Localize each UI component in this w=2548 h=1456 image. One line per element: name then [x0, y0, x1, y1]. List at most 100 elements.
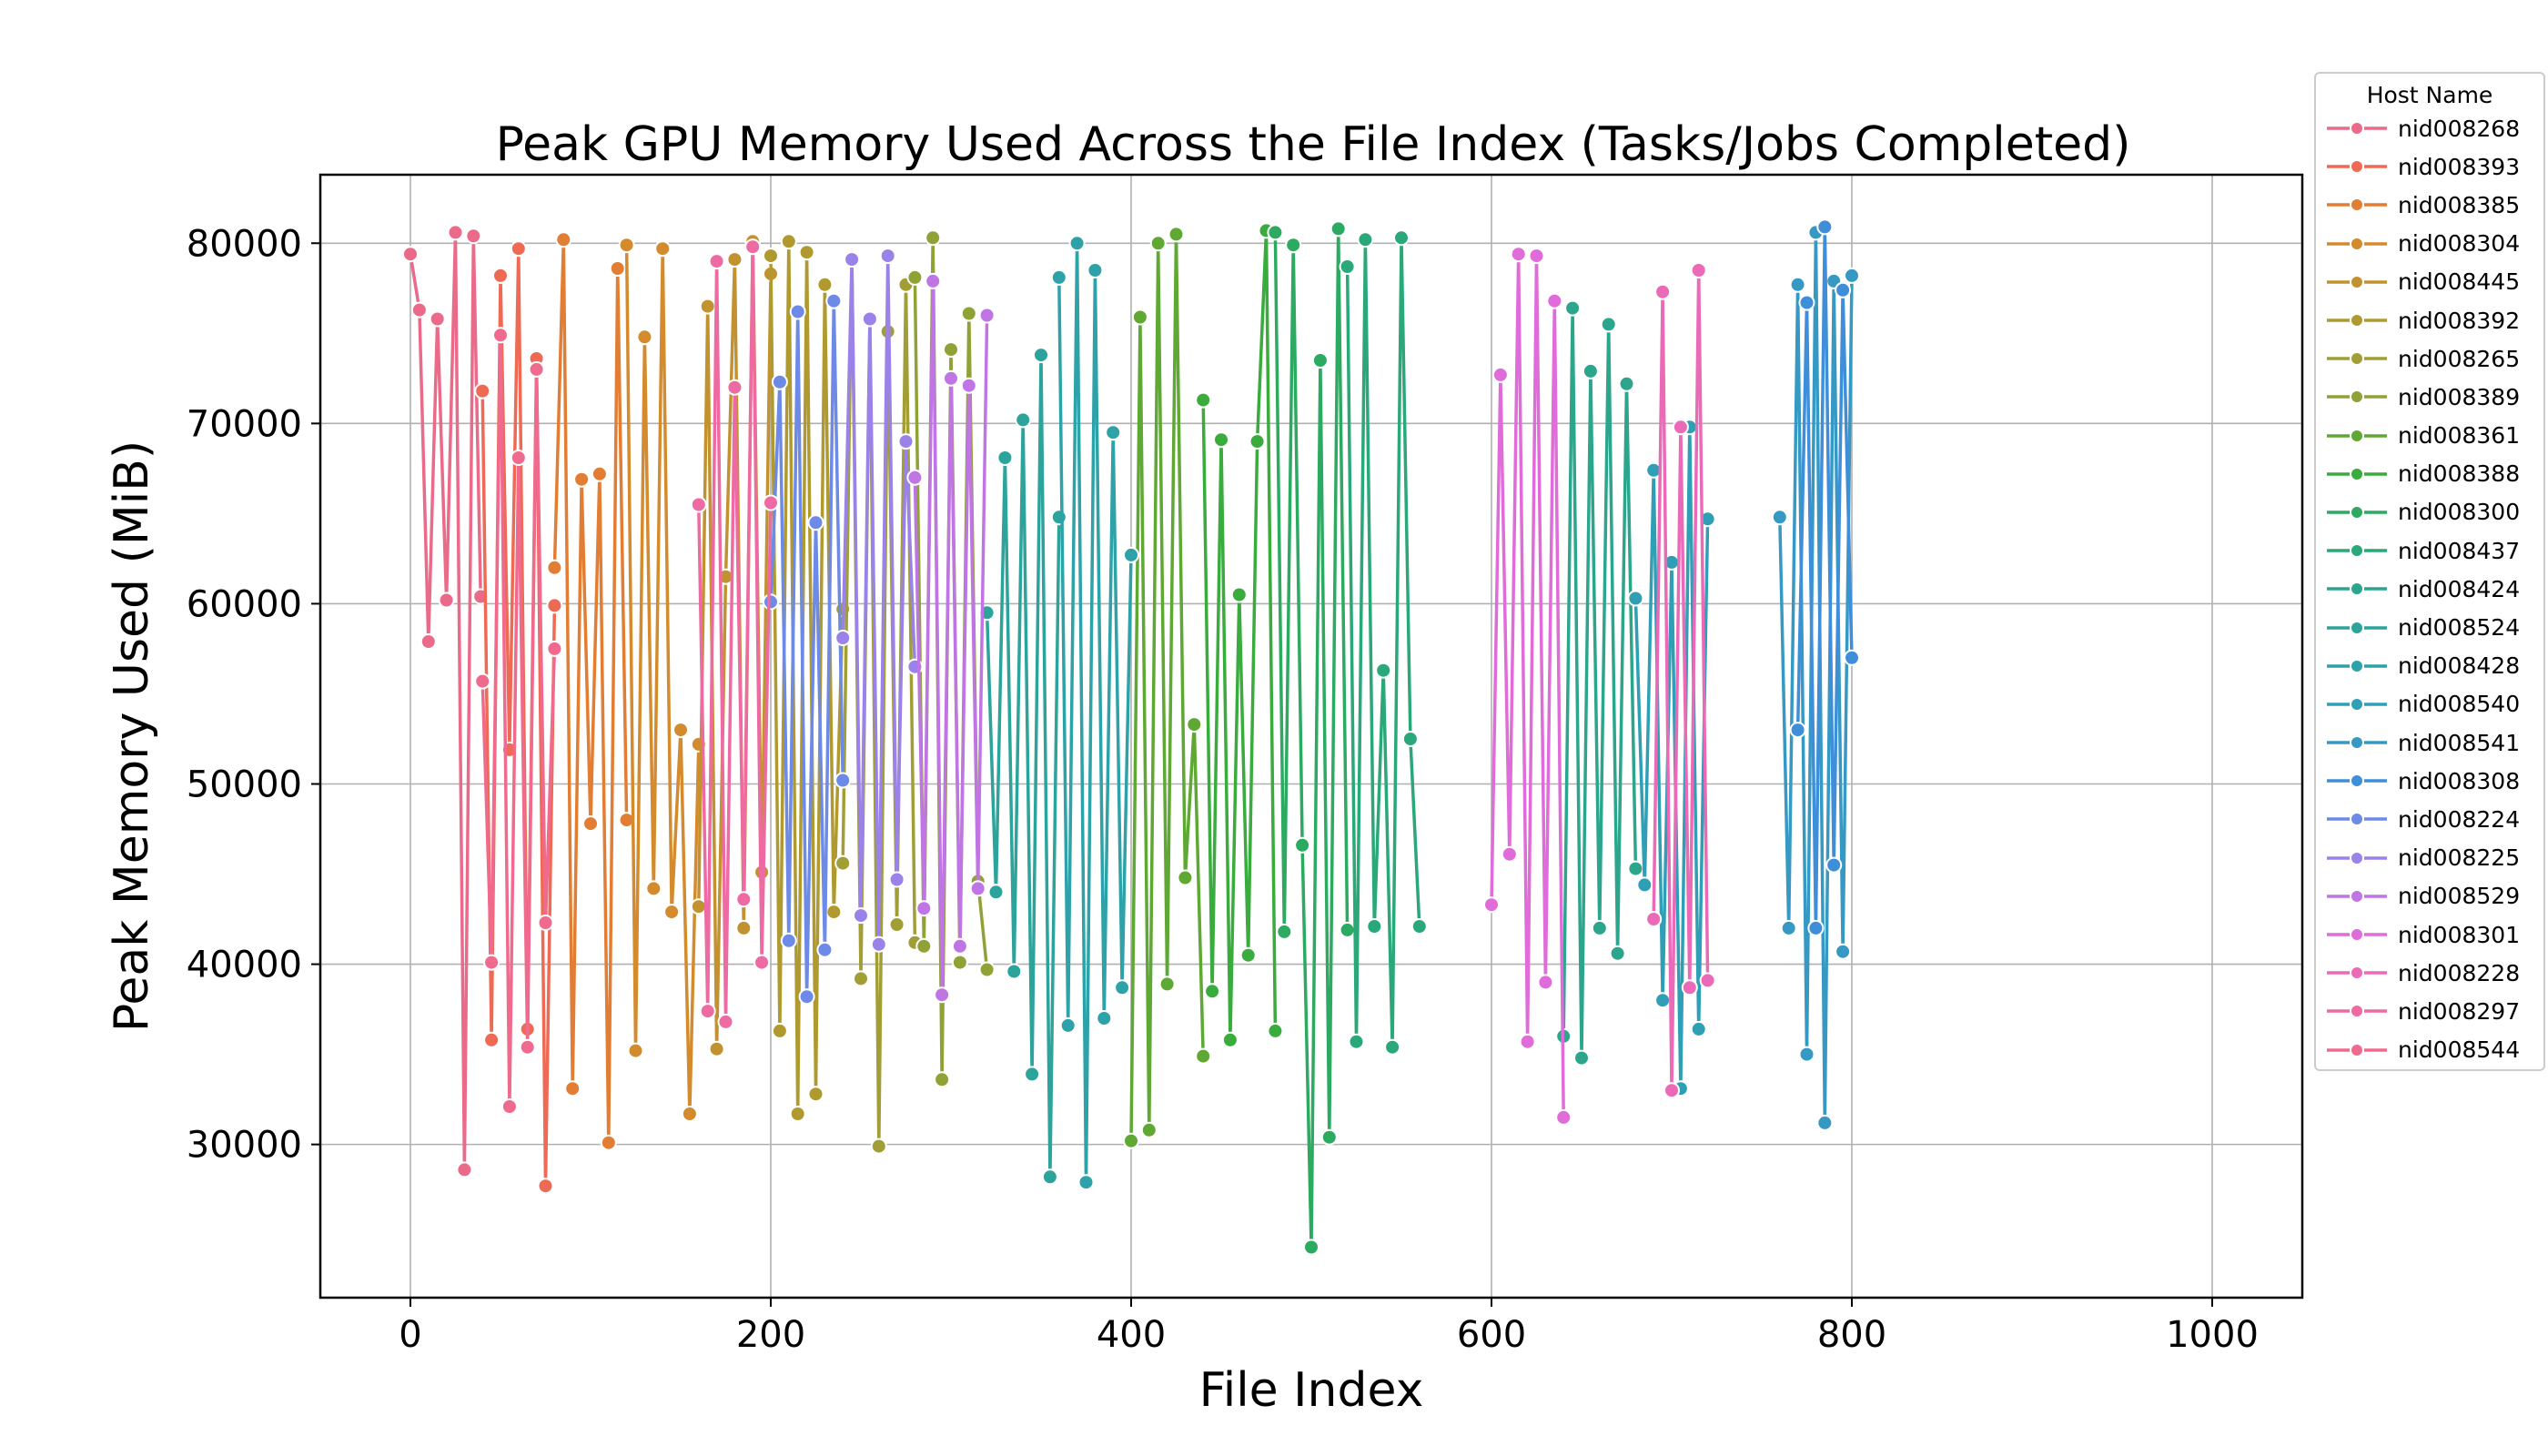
- series-nid008529: [906, 272, 996, 1004]
- data-point: [1096, 1010, 1113, 1026]
- data-point: [1050, 268, 1067, 286]
- series-nid008385: [546, 231, 635, 1151]
- data-point: [1789, 276, 1806, 293]
- legend-swatch: [2327, 197, 2387, 213]
- data-point: [546, 559, 563, 576]
- data-point: [1050, 509, 1067, 526]
- legend-swatch: [2327, 850, 2387, 865]
- legend-title: Host Name: [2366, 82, 2493, 108]
- data-point: [474, 672, 491, 690]
- legend-label: nid008544: [2398, 1036, 2521, 1064]
- data-point: [853, 907, 869, 925]
- legend-item: nid008540: [2316, 685, 2543, 723]
- legend-items: nid008268 nid008393 nid008385 nid008304 nid0…: [2316, 109, 2543, 1069]
- legend-swatch: [2327, 504, 2387, 520]
- legend-swatch: [2327, 581, 2387, 597]
- series-nid008268: [402, 224, 490, 1178]
- legend-swatch: [2327, 274, 2387, 289]
- data-point: [1654, 992, 1672, 1009]
- data-point: [1123, 1132, 1139, 1149]
- series-line: [1345, 236, 1421, 1049]
- legend-label: nid008225: [2398, 844, 2521, 872]
- legend-swatch: [2327, 966, 2387, 981]
- data-point: [708, 253, 725, 270]
- data-point: [1267, 224, 1284, 241]
- legend-swatch: [2327, 658, 2387, 673]
- y-axis-label: Peak Memory Used (MiB): [105, 440, 159, 1032]
- data-point: [888, 871, 905, 888]
- data-point: [1600, 316, 1617, 333]
- data-point: [1807, 919, 1825, 936]
- data-point: [1033, 347, 1049, 364]
- series-nid008445: [690, 233, 779, 1057]
- data-point: [744, 238, 762, 256]
- data-point: [447, 224, 464, 241]
- legend-item: nid008304: [2316, 225, 2543, 263]
- x-tick-label: 1000: [2166, 1314, 2259, 1356]
- series-line: [1273, 227, 1350, 1249]
- legend-item: nid008445: [2316, 263, 2543, 301]
- data-point: [1357, 231, 1374, 248]
- data-point: [402, 246, 419, 263]
- data-point: [510, 450, 527, 466]
- legend-swatch: [2327, 774, 2387, 789]
- data-point: [717, 1013, 734, 1030]
- series-nid008424: [1555, 299, 1644, 1067]
- data-point: [834, 854, 852, 872]
- legend-swatch: [2327, 236, 2387, 251]
- data-point: [726, 251, 743, 268]
- legend-item: nid008388: [2316, 455, 2543, 493]
- data-point: [915, 937, 933, 955]
- legend-label: nid008224: [2398, 805, 2521, 833]
- legend-item: nid008385: [2316, 186, 2543, 224]
- data-point: [456, 1161, 473, 1178]
- legend-item: nid008437: [2316, 531, 2543, 570]
- x-tick-label: 600: [1457, 1314, 1526, 1356]
- data-point: [681, 1106, 698, 1122]
- data-point: [763, 593, 779, 611]
- data-point: [492, 327, 509, 344]
- legend-label: nid008385: [2398, 191, 2521, 218]
- data-point: [465, 228, 482, 245]
- data-point: [1267, 1022, 1284, 1039]
- series-nid008224: [763, 292, 852, 1006]
- data-point: [780, 233, 797, 250]
- data-point: [1582, 362, 1599, 379]
- y-tick-label: 40000: [187, 945, 302, 986]
- data-point: [1177, 869, 1194, 886]
- data-point: [834, 630, 852, 646]
- data-point: [654, 240, 672, 258]
- legend-item: nid008301: [2316, 915, 2543, 954]
- series-line: [624, 245, 701, 1116]
- series-nid008428: [1050, 235, 1139, 1191]
- x-tick-label: 200: [736, 1314, 805, 1356]
- data-point: [582, 815, 599, 833]
- data-point: [789, 303, 806, 320]
- data-point: [510, 240, 527, 258]
- legend-label: nid008541: [2398, 729, 2521, 756]
- data-point: [1213, 431, 1229, 449]
- series-nid008297: [690, 238, 779, 1030]
- data-point: [1690, 1020, 1707, 1037]
- legend-item: nid008524: [2316, 608, 2543, 646]
- y-tick-label: 60000: [187, 583, 302, 625]
- data-point: [708, 1040, 725, 1057]
- data-point: [763, 494, 779, 511]
- legend-swatch: [2327, 428, 2387, 443]
- data-point: [1041, 1168, 1058, 1186]
- data-point: [816, 276, 834, 293]
- data-point: [1510, 246, 1527, 263]
- data-point: [1195, 1047, 1212, 1065]
- data-point: [1294, 836, 1311, 854]
- data-point: [1491, 366, 1509, 383]
- data-point: [1068, 235, 1086, 252]
- legend-label: nid008301: [2398, 921, 2521, 948]
- legend-label: nid008424: [2398, 575, 2521, 602]
- data-point: [591, 465, 608, 482]
- data-point: [492, 267, 509, 284]
- data-point: [573, 470, 591, 488]
- data-point: [1123, 546, 1139, 563]
- data-point: [960, 305, 977, 322]
- legend-swatch: [2327, 888, 2387, 904]
- legend-swatch: [2327, 466, 2387, 481]
